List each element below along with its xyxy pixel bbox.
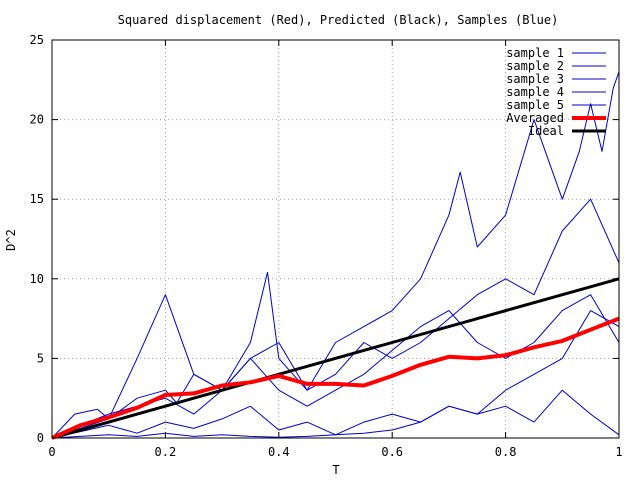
x-tick-label: 0.4 bbox=[268, 445, 290, 459]
series-line-sample-5 bbox=[51, 310, 620, 439]
x-tick-label: 1 bbox=[615, 445, 622, 459]
series-line-ideal bbox=[51, 277, 620, 440]
legend-label: Averaged bbox=[506, 111, 564, 125]
y-tick-label: 5 bbox=[37, 351, 44, 365]
grid bbox=[52, 40, 619, 438]
plot-border bbox=[51, 39, 620, 439]
legend-label: sample 5 bbox=[506, 98, 564, 112]
series-lines bbox=[51, 71, 620, 440]
legend-label: sample 4 bbox=[506, 85, 564, 99]
y-tick-label: 0 bbox=[37, 431, 44, 445]
series-line-sample-3 bbox=[51, 294, 620, 439]
legend-label: Ideal bbox=[528, 124, 564, 138]
legend-label: sample 3 bbox=[506, 72, 564, 86]
legend-label: sample 1 bbox=[506, 46, 564, 60]
x-tick-label: 0 bbox=[48, 445, 55, 459]
chart-title: Squared displacement (Red), Predicted (B… bbox=[118, 13, 559, 27]
y-tick-label: 20 bbox=[30, 113, 44, 127]
legend-label: sample 2 bbox=[506, 59, 564, 73]
x-tick-label: 0.2 bbox=[155, 445, 177, 459]
series-line-sample-2 bbox=[51, 198, 620, 439]
y-tick-label: 15 bbox=[30, 192, 44, 206]
x-axis-label: T bbox=[332, 463, 339, 477]
y-tick-label: 25 bbox=[30, 33, 44, 47]
series-line-sample-1 bbox=[51, 71, 620, 439]
x-tick-label: 0.8 bbox=[495, 445, 517, 459]
series-line-averaged bbox=[51, 316, 620, 440]
y-tick-label: 10 bbox=[30, 272, 44, 286]
y-axis-label: D^2 bbox=[4, 229, 18, 251]
x-tick-label: 0.6 bbox=[381, 445, 403, 459]
